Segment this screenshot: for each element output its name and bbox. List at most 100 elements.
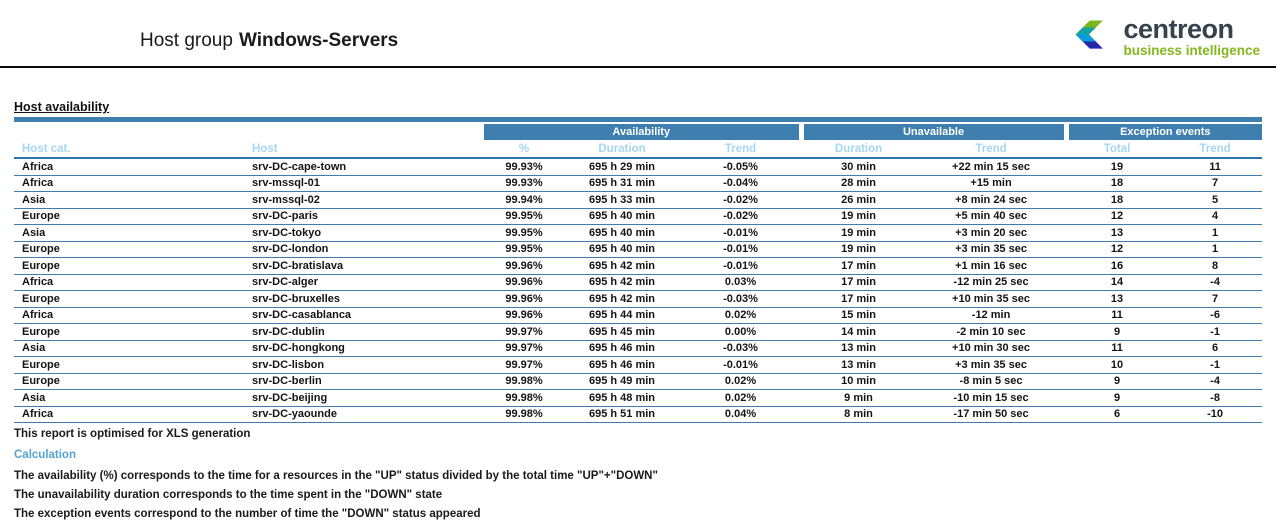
cell-host-cat: Europe — [14, 323, 244, 341]
cell-exception-trend: 11 — [1168, 158, 1263, 176]
column-host-cat: Host cat. — [14, 140, 244, 159]
cell-host-cat: Asia — [14, 191, 244, 209]
cell-exception-total: 14 — [1066, 274, 1169, 291]
cell-exception-trend: -4 — [1168, 274, 1263, 291]
cell-unavailable-trend: -17 min 50 sec — [916, 406, 1067, 423]
cell-unavailable-duration: 14 min — [801, 323, 917, 341]
cell-host-cat: Europe — [14, 241, 244, 258]
cell-host-cat: Africa — [14, 307, 244, 324]
table-row: Europe srv-DC-bruxelles 99.96% 695 h 42 … — [14, 290, 1263, 308]
cell-availability-trend: -0.01% — [680, 257, 802, 275]
cell-exception-trend: 7 — [1168, 175, 1263, 192]
cell-availability-duration: 695 h 40 min — [564, 208, 680, 225]
cell-host: srv-DC-cape-town — [244, 158, 484, 176]
table-row: Europe srv-DC-london 99.95% 695 h 40 min… — [14, 241, 1263, 258]
cell-host-cat: Asia — [14, 340, 244, 357]
cell-availability-duration: 695 h 40 min — [564, 241, 680, 258]
cell-availability-pct: 99.97% — [484, 323, 564, 341]
column-exception-total: Total — [1066, 140, 1169, 159]
table-row: Africa srv-DC-alger 99.96% 695 h 42 min … — [14, 274, 1263, 291]
table-row: Europe srv-DC-berlin 99.98% 695 h 49 min… — [14, 373, 1263, 390]
cell-exception-total: 9 — [1066, 323, 1169, 341]
cell-exception-trend: 1 — [1168, 241, 1263, 258]
cell-exception-trend: -10 — [1168, 406, 1263, 423]
calculation-line-exception: The exception events correspond to the n… — [14, 508, 481, 520]
cell-availability-trend: 0.00% — [680, 323, 802, 341]
cell-unavailable-trend: +3 min 20 sec — [916, 224, 1067, 242]
cell-exception-trend: 5 — [1168, 191, 1263, 209]
cell-unavailable-duration: 28 min — [801, 175, 917, 192]
cell-exception-trend: -4 — [1168, 373, 1263, 390]
cell-exception-trend: -6 — [1168, 307, 1263, 324]
cell-exception-total: 13 — [1066, 290, 1169, 308]
cell-unavailable-trend: +3 min 35 sec — [916, 356, 1067, 374]
cell-unavailable-trend: +3 min 35 sec — [916, 241, 1067, 258]
cell-exception-total: 18 — [1066, 191, 1169, 209]
cell-availability-pct: 99.95% — [484, 224, 564, 242]
cell-unavailable-trend: -12 min 25 sec — [916, 274, 1067, 291]
cell-unavailable-duration: 19 min — [801, 208, 917, 225]
cell-unavailable-trend: -2 min 10 sec — [916, 323, 1067, 341]
cell-availability-duration: 695 h 42 min — [564, 274, 680, 291]
cell-availability-pct: 99.97% — [484, 340, 564, 357]
cell-exception-total: 10 — [1066, 356, 1169, 374]
cell-availability-pct: 99.93% — [484, 175, 564, 192]
cell-availability-pct: 99.95% — [484, 208, 564, 225]
xls-note: This report is optimised for XLS generat… — [14, 428, 251, 440]
table-row: Asia srv-mssql-02 99.94% 695 h 33 min -0… — [14, 191, 1263, 209]
cell-unavailable-duration: 13 min — [801, 356, 917, 374]
centreon-logo-icon — [1071, 12, 1116, 62]
cell-unavailable-duration: 8 min — [801, 406, 917, 423]
cell-availability-duration: 695 h 42 min — [564, 290, 680, 308]
cell-unavailable-duration: 19 min — [801, 224, 917, 242]
cell-availability-trend: 0.03% — [680, 274, 802, 291]
cell-availability-duration: 695 h 48 min — [564, 389, 680, 407]
table-row: Europe srv-DC-dublin 99.97% 695 h 45 min… — [14, 323, 1263, 341]
cell-host: srv-DC-bratislava — [244, 257, 484, 275]
table-row: Asia srv-DC-tokyo 99.95% 695 h 40 min -0… — [14, 224, 1263, 242]
cell-availability-duration: 695 h 45 min — [564, 323, 680, 341]
column-unavailable-duration: Duration — [801, 140, 917, 159]
table-row: Europe srv-DC-lisbon 99.97% 695 h 46 min… — [14, 356, 1263, 374]
cell-exception-trend: -1 — [1168, 323, 1263, 341]
cell-host-cat: Asia — [14, 389, 244, 407]
cell-availability-trend: 0.02% — [680, 307, 802, 324]
cell-availability-pct: 99.98% — [484, 389, 564, 407]
cell-exception-total: 18 — [1066, 175, 1169, 192]
cell-host-cat: Europe — [14, 257, 244, 275]
centreon-logo: centreon business intelligence — [1071, 12, 1260, 62]
cell-availability-duration: 695 h 31 min — [564, 175, 680, 192]
cell-availability-trend: -0.01% — [680, 241, 802, 258]
cell-host: srv-DC-tokyo — [244, 224, 484, 242]
cell-availability-pct: 99.94% — [484, 191, 564, 209]
logo-subtitle: business intelligence — [1123, 43, 1260, 59]
cell-exception-total: 12 — [1066, 208, 1169, 225]
cell-unavailable-trend: +10 min 30 sec — [916, 340, 1067, 357]
column-availability-duration: Duration — [564, 140, 680, 159]
logo-wordmark: centreon — [1123, 14, 1234, 45]
cell-host: srv-DC-lisbon — [244, 356, 484, 374]
cell-unavailable-duration: 19 min — [801, 241, 917, 258]
cell-host-cat: Africa — [14, 274, 244, 291]
cell-availability-trend: -0.03% — [680, 340, 802, 357]
cell-availability-trend: -0.01% — [680, 224, 802, 242]
cell-host-cat: Europe — [14, 290, 244, 308]
cell-unavailable-trend: -8 min 5 sec — [916, 373, 1067, 390]
cell-unavailable-trend: +8 min 24 sec — [916, 191, 1067, 209]
cell-exception-total: 9 — [1066, 373, 1169, 390]
cell-host: srv-DC-dublin — [244, 323, 484, 341]
cell-unavailable-trend: +15 min — [916, 175, 1067, 192]
cell-availability-pct: 99.93% — [484, 158, 564, 176]
cell-exception-total: 11 — [1066, 307, 1169, 324]
cell-host-cat: Asia — [14, 224, 244, 242]
cell-exception-trend: 6 — [1168, 340, 1263, 357]
cell-availability-pct: 99.96% — [484, 290, 564, 308]
cell-availability-pct: 99.96% — [484, 257, 564, 275]
section-title: Host availability — [14, 100, 110, 114]
cell-availability-duration: 695 h 33 min — [564, 191, 680, 209]
table-row: Africa srv-mssql-01 99.93% 695 h 31 min … — [14, 175, 1263, 192]
cell-unavailable-duration: 15 min — [801, 307, 917, 324]
cell-availability-trend: -0.05% — [680, 158, 802, 176]
column-availability-pct: % — [484, 140, 564, 159]
page-title: Host group Windows-Servers — [140, 30, 398, 52]
